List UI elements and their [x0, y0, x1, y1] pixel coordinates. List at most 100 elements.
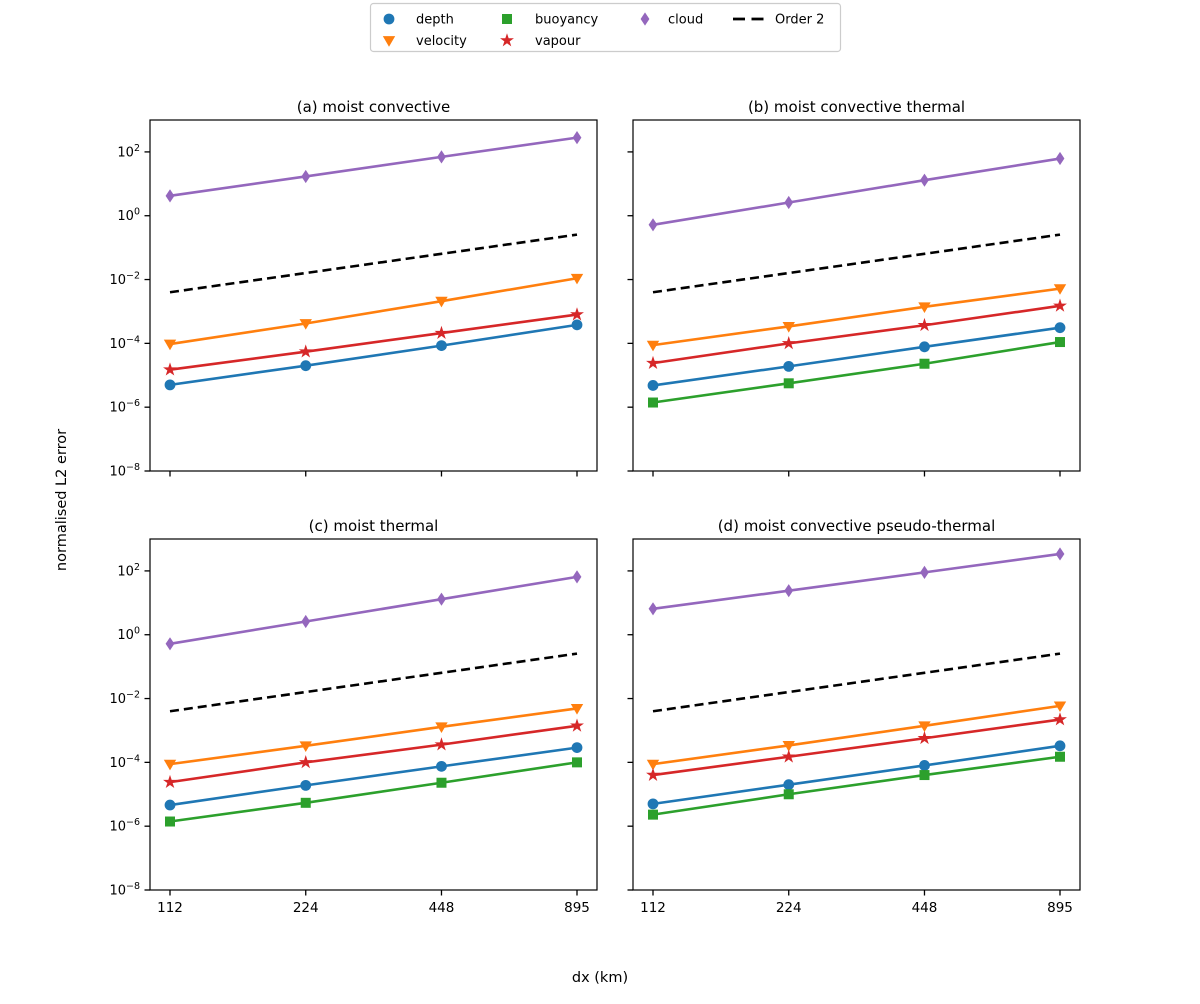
y-axis-label: normalised L2 error [54, 429, 70, 571]
marker-velocity [1053, 701, 1067, 713]
marker-cloud [572, 570, 582, 584]
marker-depth [300, 360, 312, 372]
legend-label-cloud: cloud [668, 13, 703, 28]
series-buoyancy [648, 337, 1065, 408]
marker-depth [647, 380, 659, 391]
x-tick-label: 448 [429, 900, 455, 916]
marker-depth [436, 760, 447, 772]
marker-vapour [781, 336, 796, 350]
plot-frame [632, 119, 1081, 472]
series-velocity [163, 273, 584, 351]
legend: depth velocity buoyancy vapour cloud Order 2 [369, 2, 842, 53]
legend-marker-depth [383, 13, 395, 25]
series-line [169, 233, 578, 294]
marker-vapour [434, 737, 449, 751]
marker-cloud [437, 150, 446, 164]
y-tick-label: 10−6 [109, 398, 140, 416]
x-tick-label: 895 [1047, 900, 1073, 916]
y-tick-label: 102 [117, 143, 140, 161]
marker-velocity [435, 722, 448, 734]
x-tick-label: 224 [776, 900, 802, 916]
y-tick-label: 10−8 [109, 462, 140, 480]
plot-frame [149, 119, 598, 472]
marker-cloud [165, 637, 175, 651]
marker-buoyancy [919, 358, 930, 369]
marker-velocity [299, 741, 312, 753]
series-line [169, 323, 578, 387]
marker-cloud [437, 592, 446, 606]
subplot-b: (b) moist convective thermal [627, 98, 1081, 477]
marker-velocity [570, 273, 584, 285]
subplot-d: (d) moist convective pseudo-thermal 112 22… [627, 517, 1081, 916]
marker-velocity [782, 741, 795, 752]
marker-cloud [784, 195, 794, 210]
series-depth [647, 740, 1066, 810]
marker-vapour [163, 774, 177, 789]
plot-frame [632, 538, 1081, 891]
y-tick-label: 10−4 [109, 334, 140, 352]
subplot-title: (b) moist convective thermal [748, 98, 965, 116]
series-line [652, 233, 1061, 294]
marker-depth [1054, 322, 1066, 334]
marker-depth [164, 379, 176, 391]
subplot-title: (a) moist convective [297, 98, 451, 116]
series-line [652, 304, 1061, 365]
series-order-2 [652, 652, 1061, 713]
legend-entry-depth: depth [383, 13, 454, 28]
series-cloud [648, 151, 1065, 232]
marker-buoyancy [648, 809, 658, 820]
legend-marker-cloud [640, 12, 650, 26]
y-tick-label: 10−2 [109, 690, 140, 708]
subplot-a: (a) moist convective 102 100 10−2 10−4 10−6 10… [109, 98, 598, 480]
series-line [169, 746, 578, 807]
series-cloud [648, 547, 1065, 616]
marker-vapour [917, 317, 932, 332]
marker-velocity [163, 339, 177, 351]
marker-vapour [298, 344, 313, 358]
marker-vapour [570, 307, 584, 321]
x-tick-label: 895 [564, 900, 590, 916]
marker-depth [919, 760, 930, 771]
legend-entry-order-2: Order 2 [733, 13, 824, 28]
series-line [652, 755, 1061, 816]
series-cloud [165, 131, 582, 203]
x-tick-label: 448 [912, 900, 938, 916]
marker-velocity [918, 721, 931, 732]
legend-marker-buoyancy [502, 14, 512, 24]
series-line [652, 744, 1061, 806]
marker-cloud [301, 169, 311, 184]
series-velocity [163, 704, 584, 771]
series-line [169, 707, 578, 766]
marker-vapour [781, 749, 796, 763]
marker-buoyancy [1055, 337, 1065, 348]
series-line [169, 761, 578, 823]
marker-cloud [301, 614, 311, 629]
series-line [652, 157, 1061, 227]
marker-cloud [648, 218, 658, 232]
series-line [652, 326, 1061, 387]
series-order-2 [169, 652, 578, 713]
marker-buoyancy [1055, 751, 1065, 762]
marker-depth [571, 319, 583, 331]
marker-velocity [646, 759, 660, 771]
marker-velocity [163, 759, 177, 771]
series-line [652, 718, 1061, 777]
series-line [652, 340, 1061, 404]
marker-vapour [646, 767, 660, 781]
series-line [652, 704, 1061, 766]
series-line [169, 724, 578, 784]
series-line [169, 575, 578, 646]
x-tick-label: 224 [293, 900, 319, 916]
series-vapour [163, 718, 584, 789]
legend-marker-velocity [382, 36, 396, 47]
marker-cloud [920, 565, 929, 579]
legend-entry-vapour: vapour [500, 33, 581, 49]
series-depth [647, 322, 1066, 391]
subplots-group: (a) moist convective 102 100 10−2 10−4 10−6 10… [109, 98, 1081, 916]
series-line [169, 276, 578, 346]
marker-vapour [1053, 298, 1067, 312]
marker-velocity [435, 296, 448, 308]
subplot-c: (c) moist thermal 102 100 10−2 10−4 10−6 10−8 1… [109, 517, 598, 916]
series-depth [164, 742, 583, 811]
